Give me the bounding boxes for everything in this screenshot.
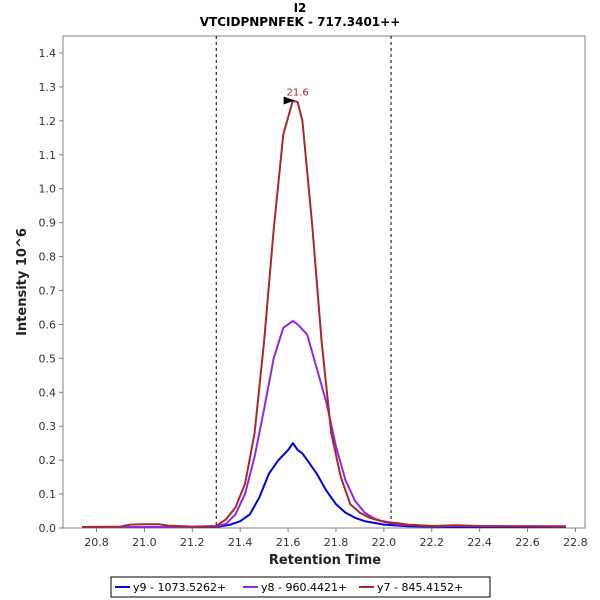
y-tick-label: 1.3	[39, 81, 57, 94]
x-tick-label: 21.8	[324, 536, 349, 549]
y-tick-label: 0.7	[39, 284, 57, 297]
x-tick-label: 22.8	[563, 536, 588, 549]
x-tick-label: 20.8	[84, 536, 109, 549]
peak-label: 21.6	[287, 87, 309, 98]
legend-label-2: y8 - 960.4421+	[261, 581, 347, 594]
x-tick-label: 22.2	[420, 536, 445, 549]
y-axis: 0.0 0.1 0.2 0.3 0.4 0.5 0.6 0.7 0.8 0.9 1.0 1.1 1.2 1…	[39, 47, 63, 535]
y-tick-label: 0.5	[39, 352, 57, 365]
legend-box	[110, 576, 491, 598]
legend-label-1: y9 - 1073.5262+	[133, 581, 226, 594]
x-tick-label: 22.4	[467, 536, 492, 549]
y-tick-label: 0.0	[39, 522, 57, 535]
x-tick-label: 21.6	[276, 536, 301, 549]
y-tick-label: 1.2	[39, 115, 57, 128]
y-tick-label: 0.8	[39, 251, 57, 264]
y-axis-label: Intensity 10^6	[15, 228, 30, 336]
x-tick-label: 21.4	[228, 536, 253, 549]
peak-annotation: 21.6	[283, 87, 309, 105]
chart-subtitle: VTCIDPNPNFEK - 717.3401++	[200, 15, 401, 29]
legend: y9 - 1073.5262+ y8 - 960.4421+ y7 - 845.41…	[110, 576, 491, 598]
x-axis: 20.8 21.0 21.2 21.4 21.6 21.8 22.0 22.2 22.4 22.6…	[84, 528, 588, 549]
y-tick-label: 1.4	[39, 47, 57, 60]
x-axis-label: Retention Time	[269, 553, 381, 568]
y-tick-label: 0.6	[39, 318, 57, 331]
x-tick-label: 22.0	[372, 536, 397, 549]
chart-title: I2	[294, 1, 307, 15]
y-tick-label: 0.2	[39, 454, 57, 467]
series-line-1	[82, 442, 566, 528]
x-tick-label: 21.0	[132, 536, 157, 549]
y-tick-label: 1.0	[39, 183, 57, 196]
peak-marker	[283, 96, 295, 105]
legend-label-3: y7 - 845.4152+	[377, 581, 463, 594]
series-line-3	[82, 99, 566, 528]
y-tick-label: 0.1	[39, 488, 57, 501]
y-tick-label: 0.4	[39, 386, 57, 399]
y-tick-label: 1.1	[39, 149, 57, 162]
x-tick-label: 21.2	[180, 536, 205, 549]
series-line-2	[82, 320, 566, 528]
plot-area-frame	[62, 35, 586, 529]
integration-boundaries	[215, 36, 392, 528]
y-tick-label: 0.9	[39, 217, 57, 230]
x-tick-label: 22.6	[515, 536, 540, 549]
y-tick-label: 0.3	[39, 420, 57, 433]
series-layer	[82, 99, 566, 528]
